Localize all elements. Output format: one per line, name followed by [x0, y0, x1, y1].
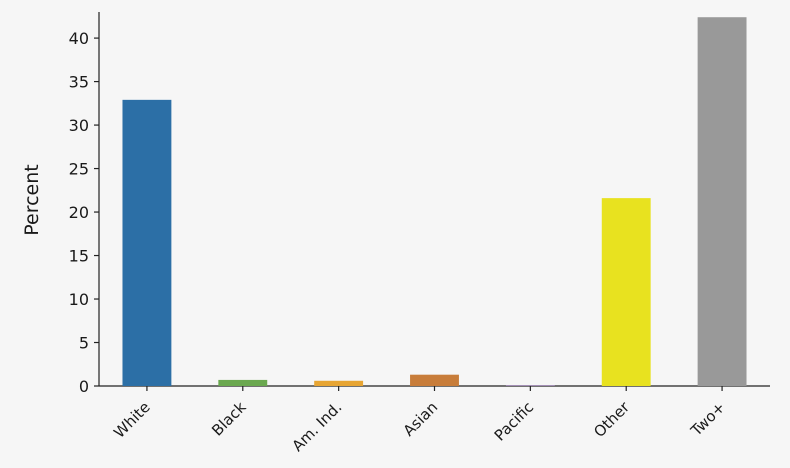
y-tick-label: 35: [69, 73, 89, 92]
y-tick-label: 15: [69, 247, 89, 266]
bar: [601, 198, 651, 386]
y-tick-label: 30: [69, 116, 89, 135]
x-tick-label: Black: [208, 398, 250, 440]
x-tick-label: Two+: [687, 398, 729, 440]
bar: [314, 380, 364, 386]
y-tick-label: 25: [69, 160, 89, 179]
y-tick-label: 40: [69, 29, 89, 48]
y-tick-label: 5: [79, 334, 89, 353]
bar: [697, 17, 747, 387]
x-tick-label: Am. Ind.: [288, 398, 345, 455]
bar: [122, 99, 172, 387]
bars: [122, 17, 747, 387]
y-tick-label: 0: [79, 377, 89, 396]
y-tick-label: 10: [69, 290, 89, 309]
x-tick-label: Other: [590, 398, 633, 441]
bar: [410, 374, 459, 386]
y-tick-label: 20: [69, 203, 89, 222]
x-tick-label: Pacific: [491, 398, 537, 444]
x-tick-label: Asian: [400, 398, 442, 440]
x-tick-label: White: [110, 398, 154, 442]
y-axis-label: Percent: [21, 164, 43, 236]
axes: [94, 12, 770, 391]
bar: [218, 379, 268, 386]
